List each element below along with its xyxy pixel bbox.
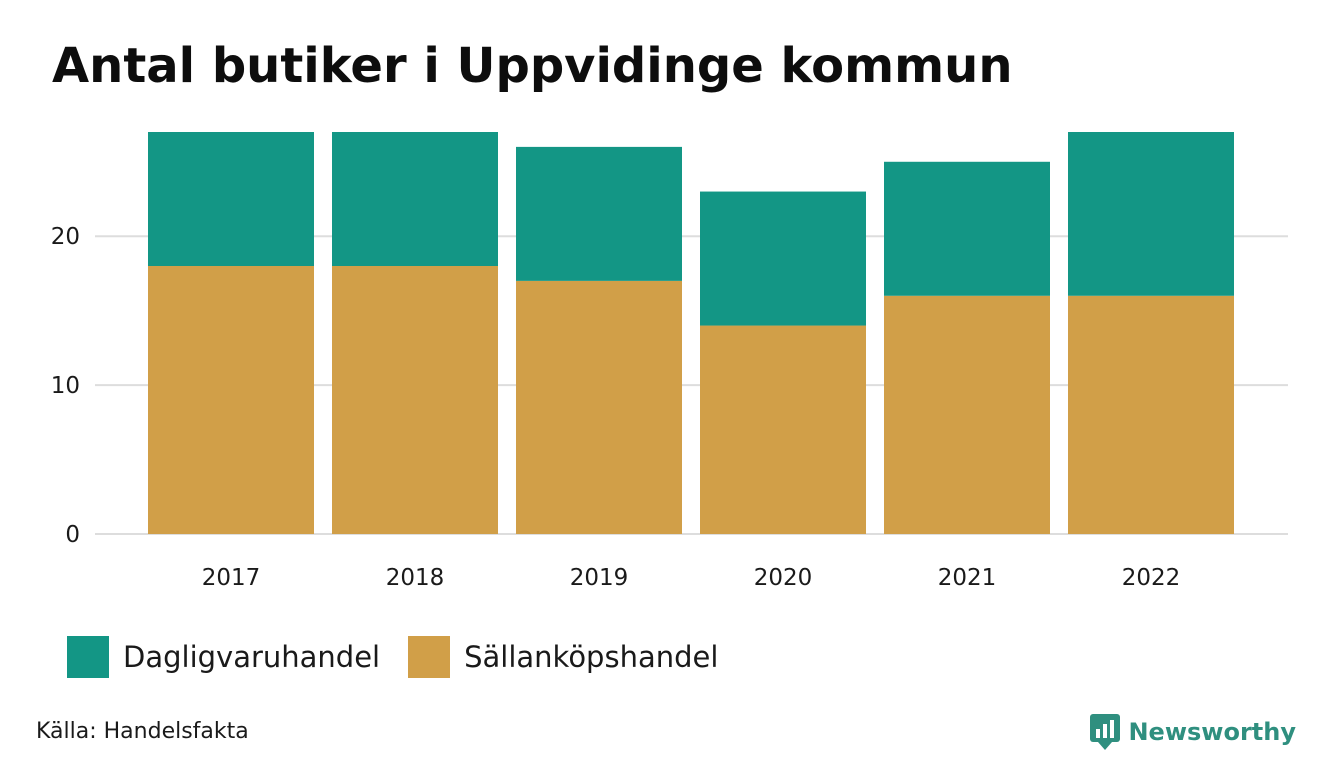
y-tick-label: 20 bbox=[51, 224, 80, 250]
legend-item-sallankopshandel: Sällanköpshandel bbox=[408, 636, 718, 678]
bar-sallankopshandel-2019 bbox=[516, 280, 682, 534]
bar-sallankopshandel-2022 bbox=[1068, 295, 1234, 534]
x-tick-label-2019: 2019 bbox=[570, 565, 629, 591]
y-axis-ticks: 0 10 20 bbox=[51, 224, 80, 548]
x-tick-label-2018: 2018 bbox=[386, 565, 445, 591]
legend-label-dagligvaruhandel: Dagligvaruhandel bbox=[123, 640, 381, 674]
bar-sallankopshandel-2017 bbox=[148, 266, 314, 534]
bar-dagligvaruhandel-2019 bbox=[516, 146, 682, 281]
stacked-bar-chart: 0 10 20 2017 2018 2019 2020 2021 2022 bbox=[51, 132, 1288, 591]
bar-dagligvaruhandel-2021 bbox=[884, 161, 1050, 296]
bar-sallankopshandel-2020 bbox=[700, 325, 866, 534]
legend-label-sallankopshandel: Sällanköpshandel bbox=[464, 640, 719, 674]
chart-title: Antal butiker i Uppvidinge kommun bbox=[52, 38, 1013, 94]
x-tick-label-2022: 2022 bbox=[1122, 565, 1181, 591]
bar-dagligvaruhandel-2020 bbox=[700, 191, 866, 326]
legend-swatch-sallankopshandel bbox=[408, 636, 451, 678]
source-note: Källa: Handelsfakta bbox=[36, 719, 249, 744]
bar-sallankopshandel-2018 bbox=[332, 266, 498, 534]
newsworthy-logo-icon bbox=[1090, 714, 1121, 750]
y-tick-label: 10 bbox=[51, 373, 80, 399]
x-tick-label-2020: 2020 bbox=[754, 565, 813, 591]
y-tick-label: 0 bbox=[65, 522, 80, 548]
x-tick-label-2021: 2021 bbox=[938, 565, 997, 591]
bar-sallankopshandel-2021 bbox=[884, 295, 1050, 534]
legend-swatch-dagligvaruhandel bbox=[67, 636, 109, 678]
brand-name: Newsworthy bbox=[1128, 718, 1296, 746]
x-axis-ticks: 2017 2018 2019 2020 2021 2022 bbox=[202, 565, 1181, 591]
bars bbox=[148, 132, 1234, 534]
bar-dagligvaruhandel-2018 bbox=[332, 132, 498, 266]
legend: Dagligvaruhandel Sällanköpshandel bbox=[67, 636, 746, 678]
legend-item-dagligvaruhandel: Dagligvaruhandel bbox=[67, 636, 380, 678]
x-tick-label-2017: 2017 bbox=[202, 565, 261, 591]
bar-dagligvaruhandel-2022 bbox=[1068, 132, 1234, 296]
bar-dagligvaruhandel-2017 bbox=[148, 132, 314, 266]
brand-logo: Newsworthy bbox=[1090, 714, 1296, 750]
